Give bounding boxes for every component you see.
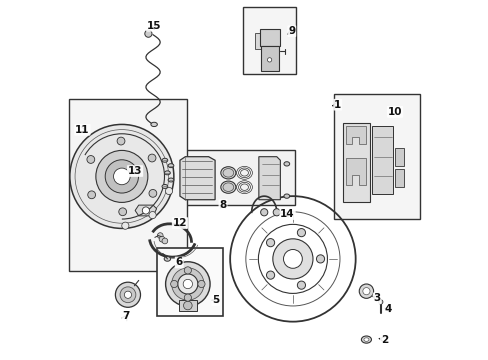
Ellipse shape (363, 338, 368, 341)
Text: 3: 3 (373, 293, 380, 303)
Circle shape (260, 209, 267, 216)
Polygon shape (333, 94, 419, 220)
Circle shape (297, 229, 305, 237)
Ellipse shape (168, 164, 174, 168)
Polygon shape (180, 157, 215, 200)
Circle shape (148, 154, 156, 162)
Circle shape (267, 58, 271, 62)
Polygon shape (394, 148, 403, 166)
Circle shape (184, 294, 191, 301)
Circle shape (149, 189, 157, 197)
Polygon shape (254, 33, 274, 49)
Polygon shape (260, 30, 279, 45)
Ellipse shape (284, 194, 289, 198)
Circle shape (70, 125, 174, 228)
Ellipse shape (223, 168, 233, 177)
Ellipse shape (164, 171, 170, 175)
Circle shape (87, 191, 95, 199)
Circle shape (157, 233, 163, 238)
Ellipse shape (221, 181, 235, 193)
Ellipse shape (361, 336, 371, 343)
Polygon shape (394, 169, 403, 187)
Circle shape (162, 238, 167, 244)
Circle shape (362, 288, 369, 295)
Circle shape (316, 255, 324, 263)
Polygon shape (135, 205, 156, 216)
Text: 1: 1 (333, 100, 341, 110)
Circle shape (117, 137, 124, 145)
Text: 9: 9 (288, 26, 295, 36)
Polygon shape (346, 126, 366, 144)
Circle shape (165, 262, 210, 306)
Circle shape (273, 209, 280, 216)
Polygon shape (179, 300, 196, 311)
Text: 8: 8 (219, 200, 226, 210)
Circle shape (144, 30, 152, 37)
Text: 5: 5 (212, 295, 219, 305)
Text: 7: 7 (122, 311, 130, 321)
Ellipse shape (168, 178, 174, 182)
Circle shape (378, 300, 382, 304)
Polygon shape (371, 126, 392, 194)
Ellipse shape (151, 122, 157, 127)
Text: 10: 10 (387, 107, 402, 117)
Circle shape (184, 267, 191, 274)
Circle shape (113, 168, 130, 185)
Circle shape (178, 274, 198, 294)
Circle shape (272, 239, 312, 279)
Circle shape (124, 291, 131, 298)
Circle shape (359, 284, 373, 298)
Circle shape (283, 249, 302, 268)
Circle shape (165, 188, 172, 195)
Circle shape (159, 236, 164, 242)
Text: 13: 13 (128, 166, 142, 176)
Ellipse shape (162, 158, 167, 162)
Circle shape (297, 281, 305, 289)
Text: 14: 14 (280, 209, 294, 219)
Polygon shape (258, 157, 280, 200)
Circle shape (142, 207, 149, 214)
Circle shape (96, 150, 147, 202)
Circle shape (198, 280, 204, 288)
Circle shape (149, 212, 156, 219)
Polygon shape (343, 123, 369, 202)
Ellipse shape (284, 162, 289, 166)
Circle shape (266, 239, 274, 247)
Polygon shape (69, 99, 187, 271)
Text: 4: 4 (384, 304, 391, 314)
Circle shape (183, 279, 192, 289)
Circle shape (170, 280, 178, 288)
Circle shape (183, 301, 192, 310)
Polygon shape (346, 158, 366, 185)
Ellipse shape (162, 184, 167, 188)
Text: 6: 6 (175, 257, 183, 267)
Circle shape (105, 160, 138, 193)
Circle shape (266, 271, 274, 279)
Circle shape (87, 156, 95, 163)
Polygon shape (242, 7, 296, 74)
Text: 2: 2 (380, 334, 387, 345)
Circle shape (119, 208, 126, 216)
Circle shape (171, 268, 203, 300)
Circle shape (120, 287, 136, 303)
Text: 12: 12 (172, 218, 187, 228)
Polygon shape (261, 45, 278, 71)
Bar (156, 248, 223, 316)
Ellipse shape (223, 183, 233, 192)
Circle shape (115, 282, 140, 307)
Text: 15: 15 (146, 21, 161, 31)
Text: 11: 11 (75, 125, 89, 135)
Ellipse shape (164, 257, 170, 261)
Ellipse shape (221, 167, 235, 179)
Polygon shape (160, 149, 294, 205)
Circle shape (122, 222, 129, 229)
